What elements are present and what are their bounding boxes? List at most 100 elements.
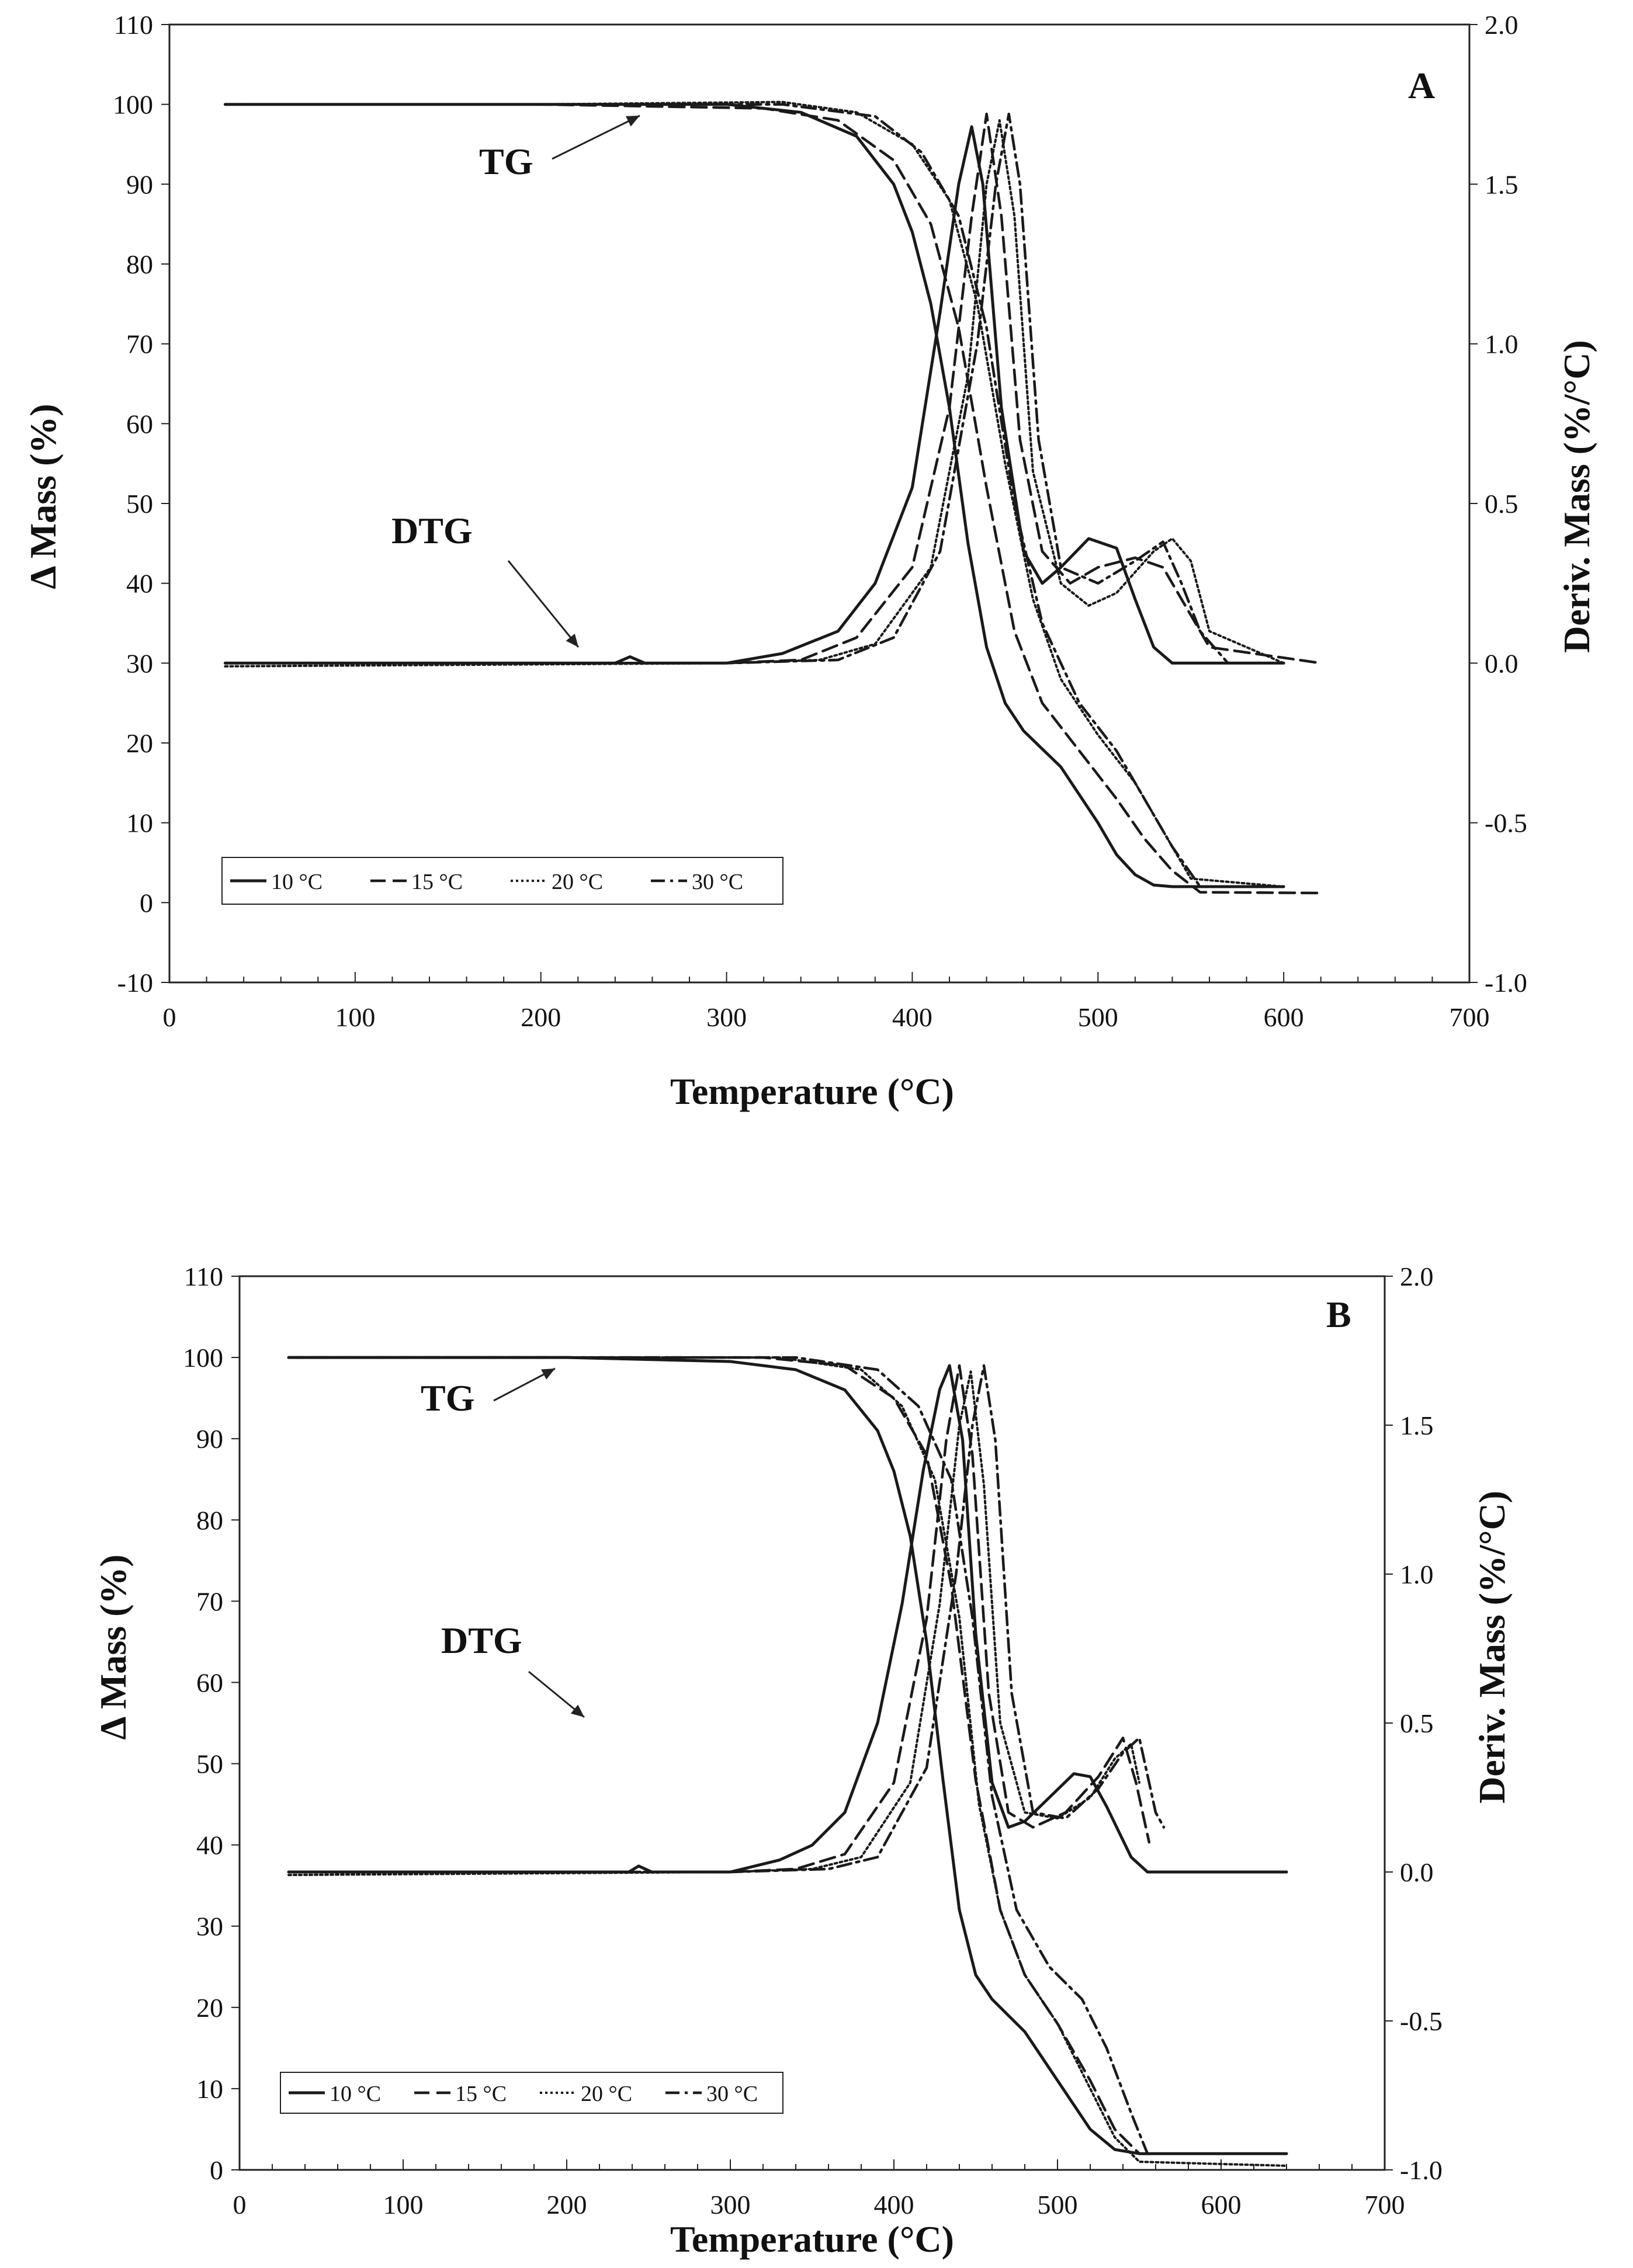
x-tick-label: 600 [1264, 1002, 1304, 1032]
y-left-tick-label: 40 [196, 1831, 223, 1860]
x-axis-title-b: Temperature (°C) [670, 2218, 954, 2260]
panel-a: A TG DTG Temperature (°C) Δ Mass (%) Der… [22, 10, 1597, 1112]
legend-label: 20 °C [552, 870, 603, 894]
tg-arrow-head [541, 1369, 555, 1380]
y-left-tick-label: 80 [196, 1505, 223, 1535]
x-tick-label: 300 [710, 2190, 751, 2220]
x-tick-label: 400 [892, 1002, 932, 1032]
legend-label: 10 °C [330, 2082, 381, 2106]
y-right-tick-label: -0.5 [1485, 808, 1527, 838]
y-left-tick-label: 0 [140, 888, 153, 918]
y-right-tick-label: -1.0 [1485, 968, 1527, 998]
y-left-tick-label: -10 [117, 968, 153, 998]
x-axis-title-a: Temperature (°C) [670, 1071, 954, 1112]
y-right-tick-label: 1.5 [1485, 169, 1518, 199]
dtg-series-20c [224, 119, 1285, 668]
x-tick-label: 0 [163, 1002, 176, 1032]
legend-label: 20 °C [581, 2082, 632, 2106]
tg-arrow-line [552, 114, 640, 160]
y-left-tick-label: 70 [126, 329, 153, 359]
x-tick-label: 0 [233, 2190, 247, 2220]
y-axis-title-right-b: Deriv. Mass (%/°C) [1471, 1491, 1513, 1804]
legend-label: 15 °C [455, 2082, 507, 2106]
y-left-tick-label: 20 [196, 1993, 223, 2023]
x-tick-label: 300 [706, 1002, 747, 1032]
x-tick-label: 600 [1201, 2190, 1242, 2220]
y-left-tick-label: 60 [196, 1668, 223, 1697]
panel-label-a: A [1408, 65, 1435, 106]
x-tick-label: 700 [1450, 1002, 1490, 1032]
legend-label: 15 °C [411, 870, 463, 894]
y-left-tick-label: 90 [126, 169, 153, 199]
y-right-tick-label: 0.5 [1485, 489, 1518, 519]
x-tick-label: 100 [335, 1002, 375, 1032]
y-left-tick-label: 100 [113, 90, 153, 120]
y-axis-title-left-a: Δ Mass (%) [22, 404, 64, 589]
x-tick-label: 200 [547, 2190, 587, 2220]
tg-series-15c [224, 103, 1322, 895]
tg-annotation-b: TG [421, 1377, 474, 1419]
legend-label: 30 °C [706, 2082, 758, 2106]
dtg-arrow-head [566, 633, 578, 647]
tg-series-20c [224, 100, 1285, 888]
dtg-series-20c [287, 1370, 1140, 1877]
y-left-tick-label: 10 [126, 808, 153, 838]
y-left-tick-label: 100 [183, 1343, 223, 1373]
y-right-tick-label: -0.5 [1400, 2006, 1443, 2036]
dtg-annotation-a: DTG [391, 510, 473, 551]
y-right-tick-label: 2.0 [1400, 1262, 1434, 1291]
dtg-arrow-head [570, 1704, 584, 1717]
tg-series-30c [287, 1356, 1174, 2155]
y-right-tick-label: 1.0 [1485, 329, 1518, 359]
panel-b: B TG DTG Temperature (°C) Δ Mass (%) Der… [92, 1262, 1513, 2260]
y-left-tick-label: 80 [126, 249, 153, 279]
tg-series-10c [287, 1356, 1288, 2155]
legend-label: 10 °C [271, 870, 323, 894]
y-right-tick-label: 0.0 [1485, 648, 1518, 678]
y-right-tick-label: 1.0 [1400, 1560, 1434, 1589]
dtg-series-15c [224, 112, 1322, 665]
x-tick-label: 100 [383, 2190, 424, 2220]
x-tick-label: 400 [874, 2190, 914, 2220]
tg-series-20c [287, 1356, 1288, 2167]
legend-label: 30 °C [692, 870, 743, 894]
plot-frame-b [238, 1275, 1386, 2171]
legend-box-a [221, 857, 783, 905]
tg-series-30c [224, 103, 1285, 888]
y-right-tick-label: 1.5 [1400, 1411, 1434, 1440]
y-left-tick-label: 30 [126, 648, 153, 678]
y-right-tick-label: 0.5 [1400, 1708, 1434, 1738]
y-left-tick-label: 70 [196, 1586, 223, 1616]
dtg-annotation-b: DTG [441, 1620, 522, 1661]
y-left-tick-label: 110 [184, 1262, 223, 1291]
dtg-series-30c [224, 112, 1285, 665]
plot-frame-a [168, 23, 1471, 984]
x-tick-label: 500 [1038, 2190, 1078, 2220]
dtg-series-15c [287, 1364, 1151, 1874]
panel-label-b: B [1326, 1294, 1351, 1335]
y-right-tick-label: 2.0 [1485, 10, 1518, 40]
y-axis-title-left-b: Δ Mass (%) [92, 1554, 134, 1739]
y-left-tick-label: 10 [196, 2074, 223, 2104]
y-axis-title-right-a: Deriv. Mass (%/°C) [1556, 340, 1597, 653]
dtg-series-10c [287, 1364, 1288, 1874]
y-left-tick-label: 90 [196, 1424, 223, 1454]
y-left-tick-label: 50 [196, 1749, 223, 1779]
dtg-arrow-line [507, 560, 580, 648]
y-right-tick-label: -1.0 [1400, 2155, 1443, 2185]
x-tick-label: 700 [1365, 2190, 1405, 2220]
tg-arrow-head [626, 116, 640, 127]
y-left-tick-label: 0 [210, 2155, 223, 2185]
y-left-tick-label: 110 [114, 10, 153, 40]
y-left-tick-label: 30 [196, 1912, 223, 1941]
y-left-tick-label: 60 [126, 409, 153, 439]
tg-annotation-a: TG [479, 141, 533, 182]
y-left-tick-label: 50 [126, 489, 153, 519]
dtg-series-30c [287, 1364, 1166, 1874]
y-right-tick-label: 0.0 [1400, 1857, 1434, 1887]
x-tick-label: 500 [1078, 1002, 1118, 1032]
y-left-tick-label: 20 [126, 728, 153, 758]
y-left-tick-label: 40 [126, 569, 153, 599]
x-tick-label: 200 [521, 1002, 561, 1032]
